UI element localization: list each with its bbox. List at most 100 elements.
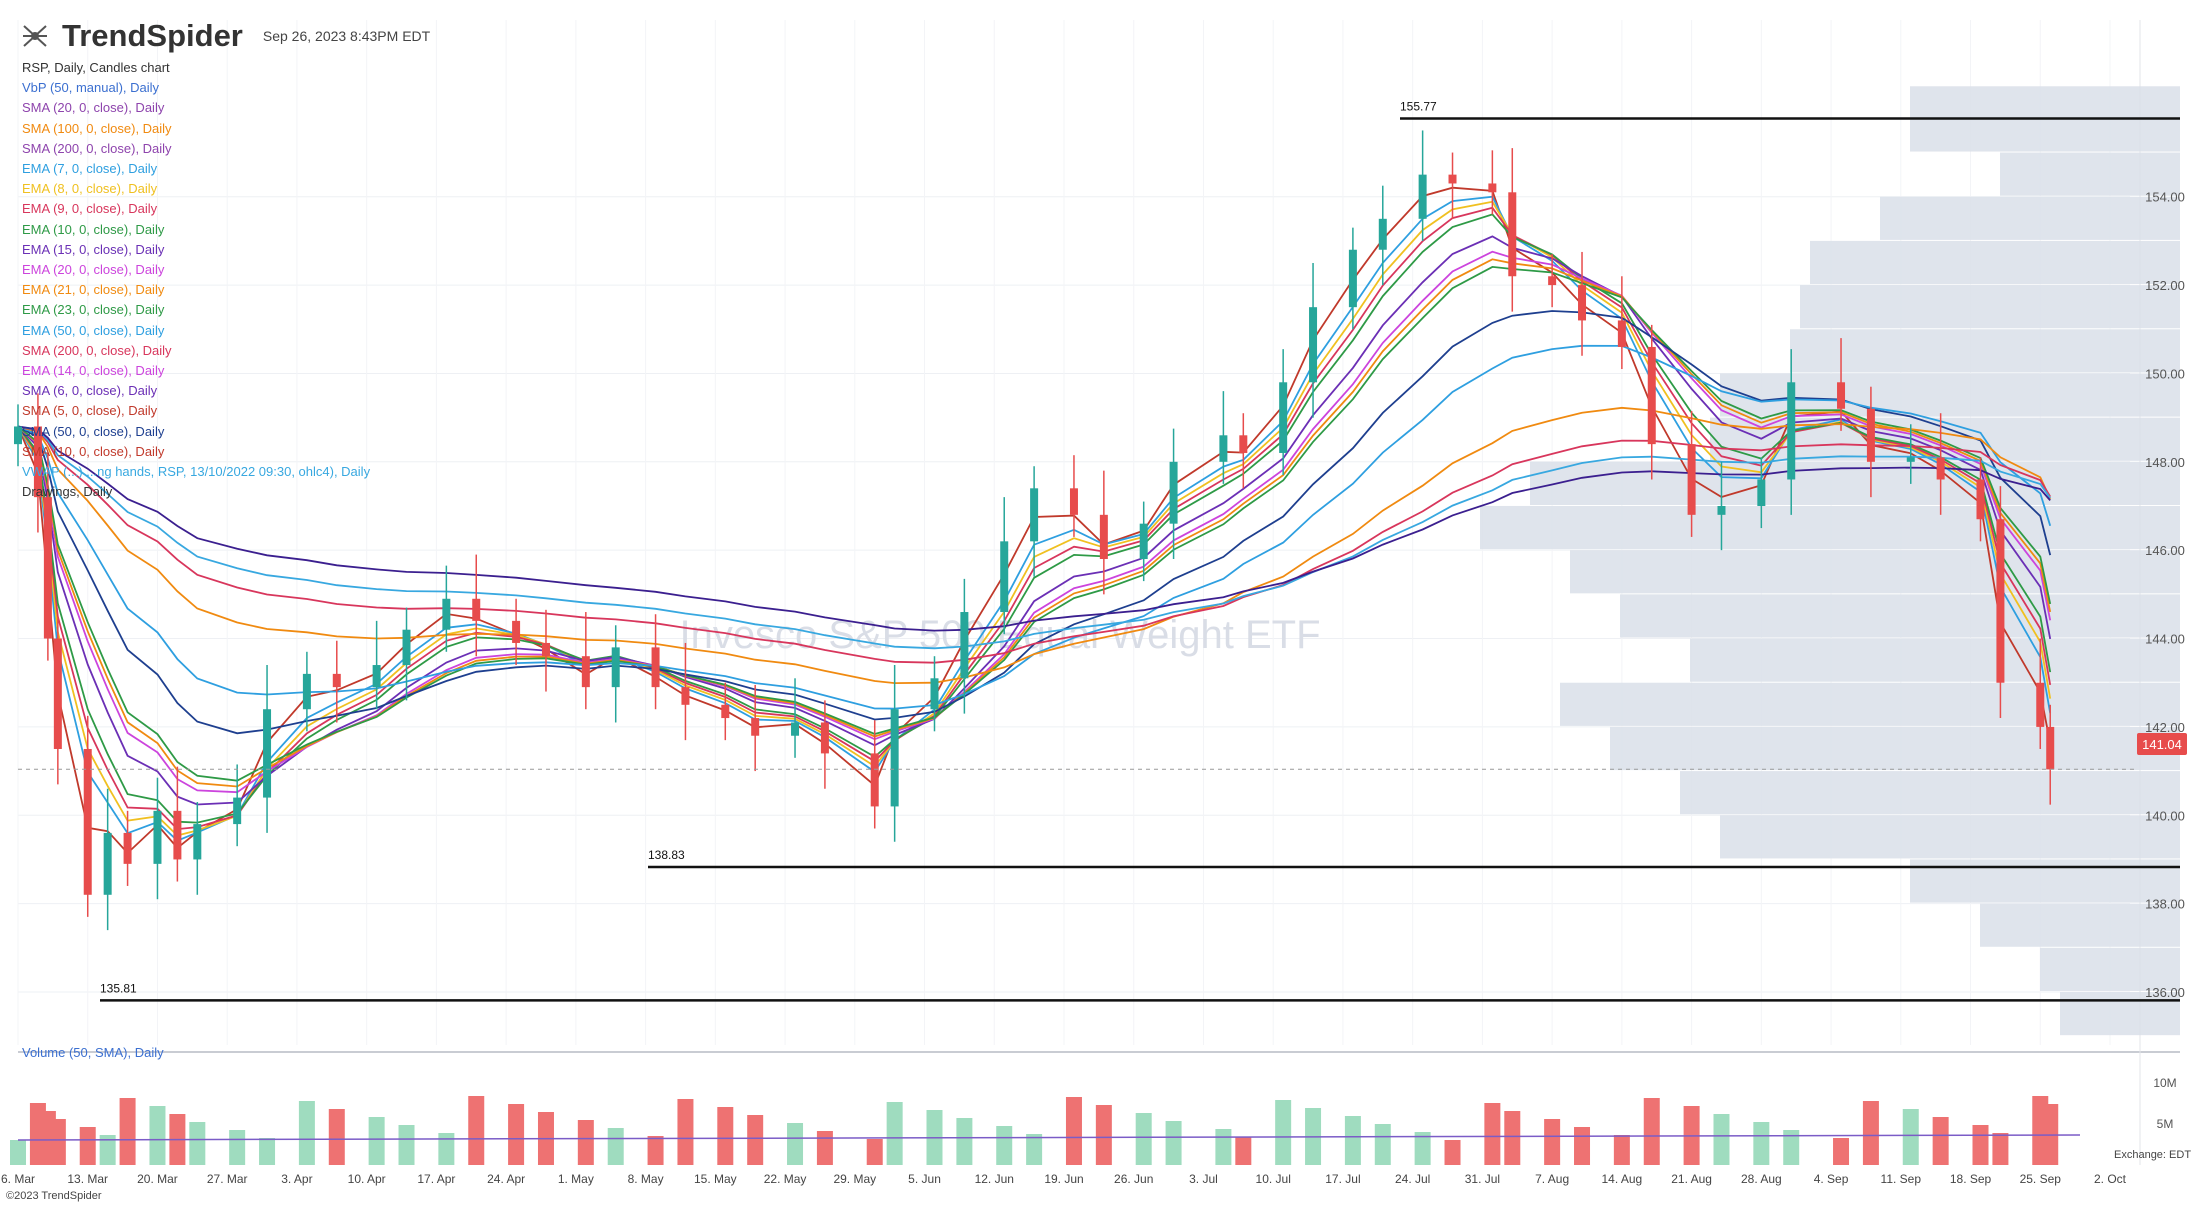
date-tick-label: 26. Jun bbox=[1114, 1172, 1153, 1186]
legend-item[interactable]: EMA (8, 0, close), Daily bbox=[22, 181, 158, 197]
volume-bar bbox=[1753, 1122, 1770, 1165]
date-tick-label: 18. Sep bbox=[1950, 1172, 1992, 1186]
legend-item[interactable]: SMA (10, 0, close), Daily bbox=[22, 443, 165, 459]
legend-item[interactable]: SMA (50, 0, close), Daily bbox=[22, 423, 165, 439]
legend-item[interactable]: EMA (14, 0, close), Daily bbox=[22, 363, 165, 379]
volume-bar bbox=[1574, 1127, 1591, 1165]
candle-body bbox=[402, 629, 411, 666]
candle-body bbox=[1508, 192, 1517, 277]
volume-bar bbox=[1783, 1130, 1800, 1165]
candle-body bbox=[1906, 457, 1915, 462]
legend-item[interactable]: EMA (21, 0, close), Daily bbox=[22, 282, 165, 298]
legend-item[interactable]: SMA (100, 0, close), Daily bbox=[22, 120, 172, 136]
volume-bar bbox=[368, 1117, 385, 1165]
legend-item[interactable]: SMA (200, 0, close), Daily bbox=[22, 342, 172, 358]
chart-timestamp: Sep 26, 2023 8:43PM EDT bbox=[262, 28, 431, 44]
legend-item[interactable]: EMA (7, 0, close), Daily bbox=[22, 161, 158, 177]
volume-bar bbox=[99, 1135, 116, 1165]
volume-bar bbox=[717, 1107, 734, 1165]
candle-body bbox=[930, 678, 939, 710]
candle-body bbox=[1378, 218, 1387, 250]
price-tick-label: 136.00 bbox=[2145, 985, 2185, 1000]
legend-item[interactable]: SMA (200, 0, close), Daily bbox=[22, 140, 172, 156]
volume-bar bbox=[1344, 1116, 1361, 1165]
legend-item[interactable]: VWAP (...) ...ng hands, RSP, 13/10/2022 … bbox=[22, 464, 371, 480]
date-tick-label: 24. Jul bbox=[1395, 1172, 1430, 1186]
volume-bar bbox=[119, 1098, 136, 1165]
date-tick-label: 15. May bbox=[694, 1172, 737, 1186]
candle-body bbox=[1757, 479, 1766, 506]
candle-body bbox=[1309, 307, 1318, 383]
candle-body bbox=[2046, 726, 2055, 770]
volume-bar bbox=[1215, 1129, 1232, 1165]
legend-item[interactable]: SMA (20, 0, close), Daily bbox=[22, 100, 165, 116]
moving-average-line bbox=[17, 258, 2052, 788]
candle-body bbox=[53, 638, 62, 749]
legend-item[interactable]: SMA (5, 0, close), Daily bbox=[22, 403, 158, 419]
volume-bar bbox=[1026, 1134, 1043, 1165]
legend-item[interactable]: EMA (15, 0, close), Daily bbox=[22, 241, 165, 257]
volume-bar bbox=[1374, 1124, 1391, 1165]
volume-bar bbox=[259, 1138, 276, 1165]
candle-body bbox=[83, 748, 92, 895]
vbp-bar bbox=[1680, 771, 2180, 815]
price-tick-label: 140.00 bbox=[2145, 808, 2185, 823]
volume-bar bbox=[886, 1102, 903, 1165]
moving-average-line bbox=[17, 425, 2051, 650]
price-tick-label: 146.00 bbox=[2145, 543, 2185, 558]
candle-body bbox=[1488, 183, 1497, 193]
candle-body bbox=[541, 642, 550, 657]
legend-item[interactable]: SMA (6, 0, close), Daily bbox=[22, 383, 158, 399]
vbp-bar bbox=[1560, 682, 2180, 726]
volume-bar bbox=[468, 1096, 485, 1165]
volume-bar bbox=[1833, 1138, 1850, 1165]
date-tick-label: 17. Apr bbox=[417, 1172, 455, 1186]
date-tick-label: 13. Mar bbox=[67, 1172, 108, 1186]
moving-average-line bbox=[17, 235, 2052, 806]
vbp-bar bbox=[2040, 947, 2180, 991]
volume-bar bbox=[1135, 1113, 1152, 1165]
volume-bar bbox=[647, 1136, 664, 1165]
date-tick-label: 20. Mar bbox=[137, 1172, 178, 1186]
volume-bar bbox=[996, 1126, 1013, 1165]
price-tick-label: 152.00 bbox=[2145, 278, 2185, 293]
level-label: 155.77 bbox=[1400, 100, 1437, 114]
candle-body bbox=[1837, 382, 1846, 409]
legend-item[interactable]: Drawings, Daily bbox=[22, 484, 113, 500]
volume-bar bbox=[79, 1127, 96, 1165]
moving-average-line bbox=[17, 213, 2052, 824]
volume-bar bbox=[1992, 1133, 2009, 1165]
candle-body bbox=[1099, 514, 1108, 560]
date-tick-label: 10. Apr bbox=[348, 1172, 386, 1186]
vbp-bar bbox=[1570, 550, 2180, 594]
volume-bar bbox=[747, 1115, 764, 1165]
candle-body bbox=[1548, 276, 1557, 286]
candle-body bbox=[1866, 408, 1875, 462]
volume-bar bbox=[1902, 1109, 1919, 1165]
date-tick-label: 21. Aug bbox=[1671, 1172, 1712, 1186]
legend-item[interactable]: EMA (20, 0, close), Daily bbox=[22, 262, 165, 278]
legend-symbol[interactable]: RSP, Daily, Candles chart bbox=[22, 60, 170, 75]
candle-body bbox=[870, 753, 879, 807]
candle-body bbox=[43, 497, 52, 639]
volume-tick-label: 5M bbox=[2157, 1117, 2174, 1131]
volume-bar bbox=[1713, 1114, 1730, 1165]
legend-item[interactable]: EMA (50, 0, close), Daily bbox=[22, 322, 165, 338]
legend-item[interactable]: EMA (9, 0, close), Daily bbox=[22, 201, 158, 217]
candle-body bbox=[791, 722, 800, 736]
volume-bar bbox=[1095, 1105, 1112, 1165]
volume-bar bbox=[1165, 1121, 1182, 1165]
candle-body bbox=[103, 832, 112, 895]
date-tick-label: 6. Mar bbox=[1, 1172, 35, 1186]
volume-label[interactable]: Volume (50, SMA), Daily bbox=[22, 1045, 164, 1060]
candle-body bbox=[1976, 479, 1985, 520]
volume-bar bbox=[1484, 1103, 1501, 1165]
volume-bar bbox=[49, 1119, 66, 1165]
legend-item[interactable]: EMA (23, 0, close), Daily bbox=[22, 302, 165, 318]
legend-item[interactable]: EMA (10, 0, close), Daily bbox=[22, 221, 165, 237]
exchange-timezone: Exchange: EDT bbox=[2114, 1149, 2192, 1161]
volume-bar bbox=[577, 1120, 594, 1165]
legend-item[interactable]: VbP (50, manual), Daily bbox=[22, 80, 160, 96]
candle-body bbox=[442, 598, 451, 630]
